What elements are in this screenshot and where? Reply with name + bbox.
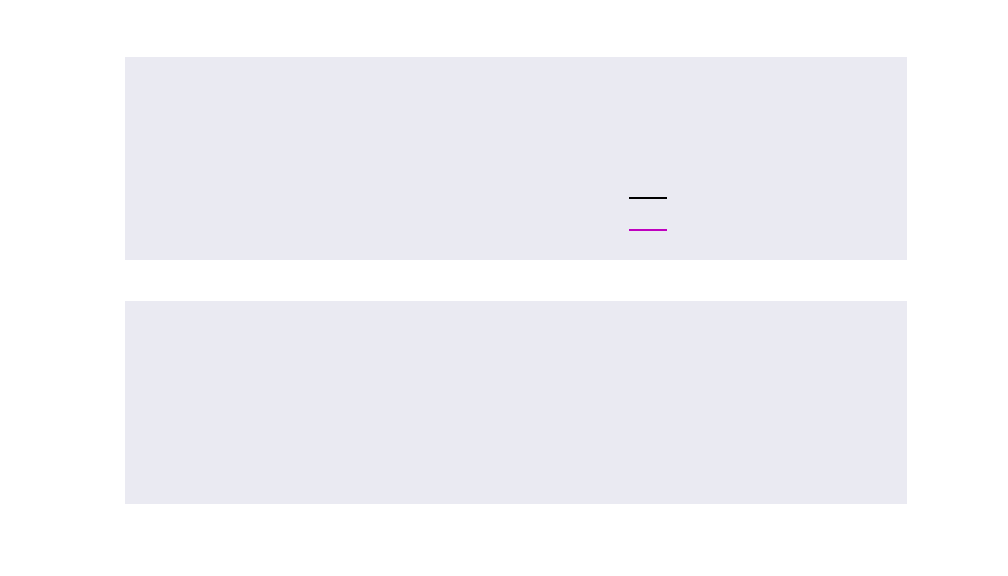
residuals-panel: [125, 301, 907, 504]
legend: [629, 197, 667, 231]
kinetics-panel: [125, 57, 907, 260]
kinetics-plot-area: [125, 57, 907, 260]
residuals-plot-area: [125, 301, 907, 504]
